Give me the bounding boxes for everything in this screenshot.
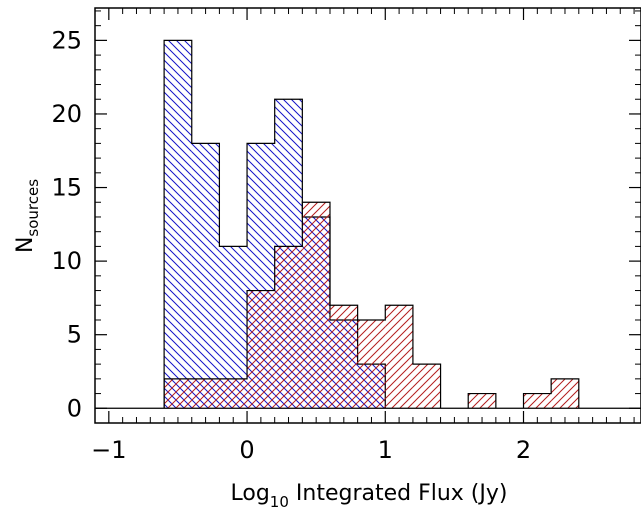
x-axis-title-rest: Integrated Flux (Jy): [289, 481, 508, 506]
y-axis-title-subscript: sources: [24, 179, 42, 237]
histogram-bar: [219, 378, 248, 409]
y-axis-title: Nsources: [13, 179, 42, 253]
histogram-bar: [551, 378, 579, 409]
histogram-bar: [468, 393, 496, 409]
y-tick-label: 25: [51, 26, 82, 54]
x-axis-title-subscript: 10: [270, 493, 289, 508]
x-axis-title: Log10 Integrated Flux (Jy): [231, 481, 508, 508]
plot-frame: [94, 7, 641, 424]
histogram-bar: [385, 305, 413, 409]
x-tick-label: 1: [378, 436, 393, 464]
histogram-bar: [302, 202, 330, 409]
histogram-bar: [274, 246, 303, 409]
y-tick-label: 5: [67, 321, 82, 349]
histogram-bar: [164, 378, 192, 409]
y-tick-label: 15: [51, 174, 82, 202]
histogram-bar: [191, 143, 220, 409]
histogram-bar: [191, 378, 220, 409]
x-tick-label: 0: [239, 436, 254, 464]
histogram-bar: [523, 393, 552, 409]
histogram-bar: [412, 364, 441, 409]
histogram-outline: [163, 201, 580, 409]
y-tick-label: 10: [51, 247, 82, 275]
x-tick-label: 2: [516, 436, 531, 464]
y-axis-title-main: N: [13, 237, 38, 253]
histogram-bar: [247, 290, 275, 409]
x-tick-label: −1: [91, 436, 126, 464]
histogram-bar: [164, 40, 192, 409]
y-tick-label: 20: [51, 100, 82, 128]
histogram-series-2: [163, 201, 580, 409]
series-layer: [163, 39, 580, 409]
y-tick-label: 0: [67, 394, 82, 422]
histogram-bar: [329, 305, 358, 409]
histogram-bar: [357, 319, 386, 409]
x-axis-title-main: Log: [231, 481, 270, 506]
